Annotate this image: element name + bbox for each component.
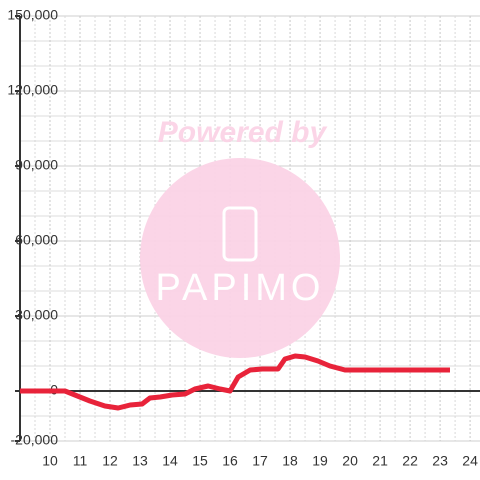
x-tick-label: 21 [372,453,388,469]
watermark-phone [222,206,258,262]
x-tick-label: 16 [222,453,238,469]
y-tick-label: 30,000 [15,307,58,323]
x-tick-label: 24 [462,453,478,469]
x-tick-label: 12 [102,453,118,469]
y-tick-label: 90,000 [15,157,58,173]
watermark: Powered by PAPIMO [140,116,340,358]
x-tick-label: 22 [402,453,418,469]
watermark-logo: PAPIMO [156,267,325,309]
y-tick-label: -20,000 [11,432,59,448]
plot: -20,000030,00060,00090,000120,000150,000… [7,7,480,469]
x-tick-label: 10 [42,453,58,469]
x-tick-label: 17 [252,453,268,469]
x-tick-label: 20 [342,453,358,469]
x-tick-label: 14 [162,453,178,469]
x-tick-label: 15 [192,453,208,469]
watermark-text: Powered by [158,116,328,149]
y-tick-label: 150,000 [7,7,58,23]
y-tick-label: 60,000 [15,232,58,248]
x-tick-label: 11 [73,453,88,469]
y-tick-label: 120,000 [7,82,58,98]
x-tick-label: 13 [132,453,148,469]
x-tick-label: 18 [282,453,298,469]
x-tick-label: 19 [312,453,328,469]
x-tick-label: 23 [432,453,448,469]
watermark-circle [140,158,340,358]
data-line [20,353,450,411]
